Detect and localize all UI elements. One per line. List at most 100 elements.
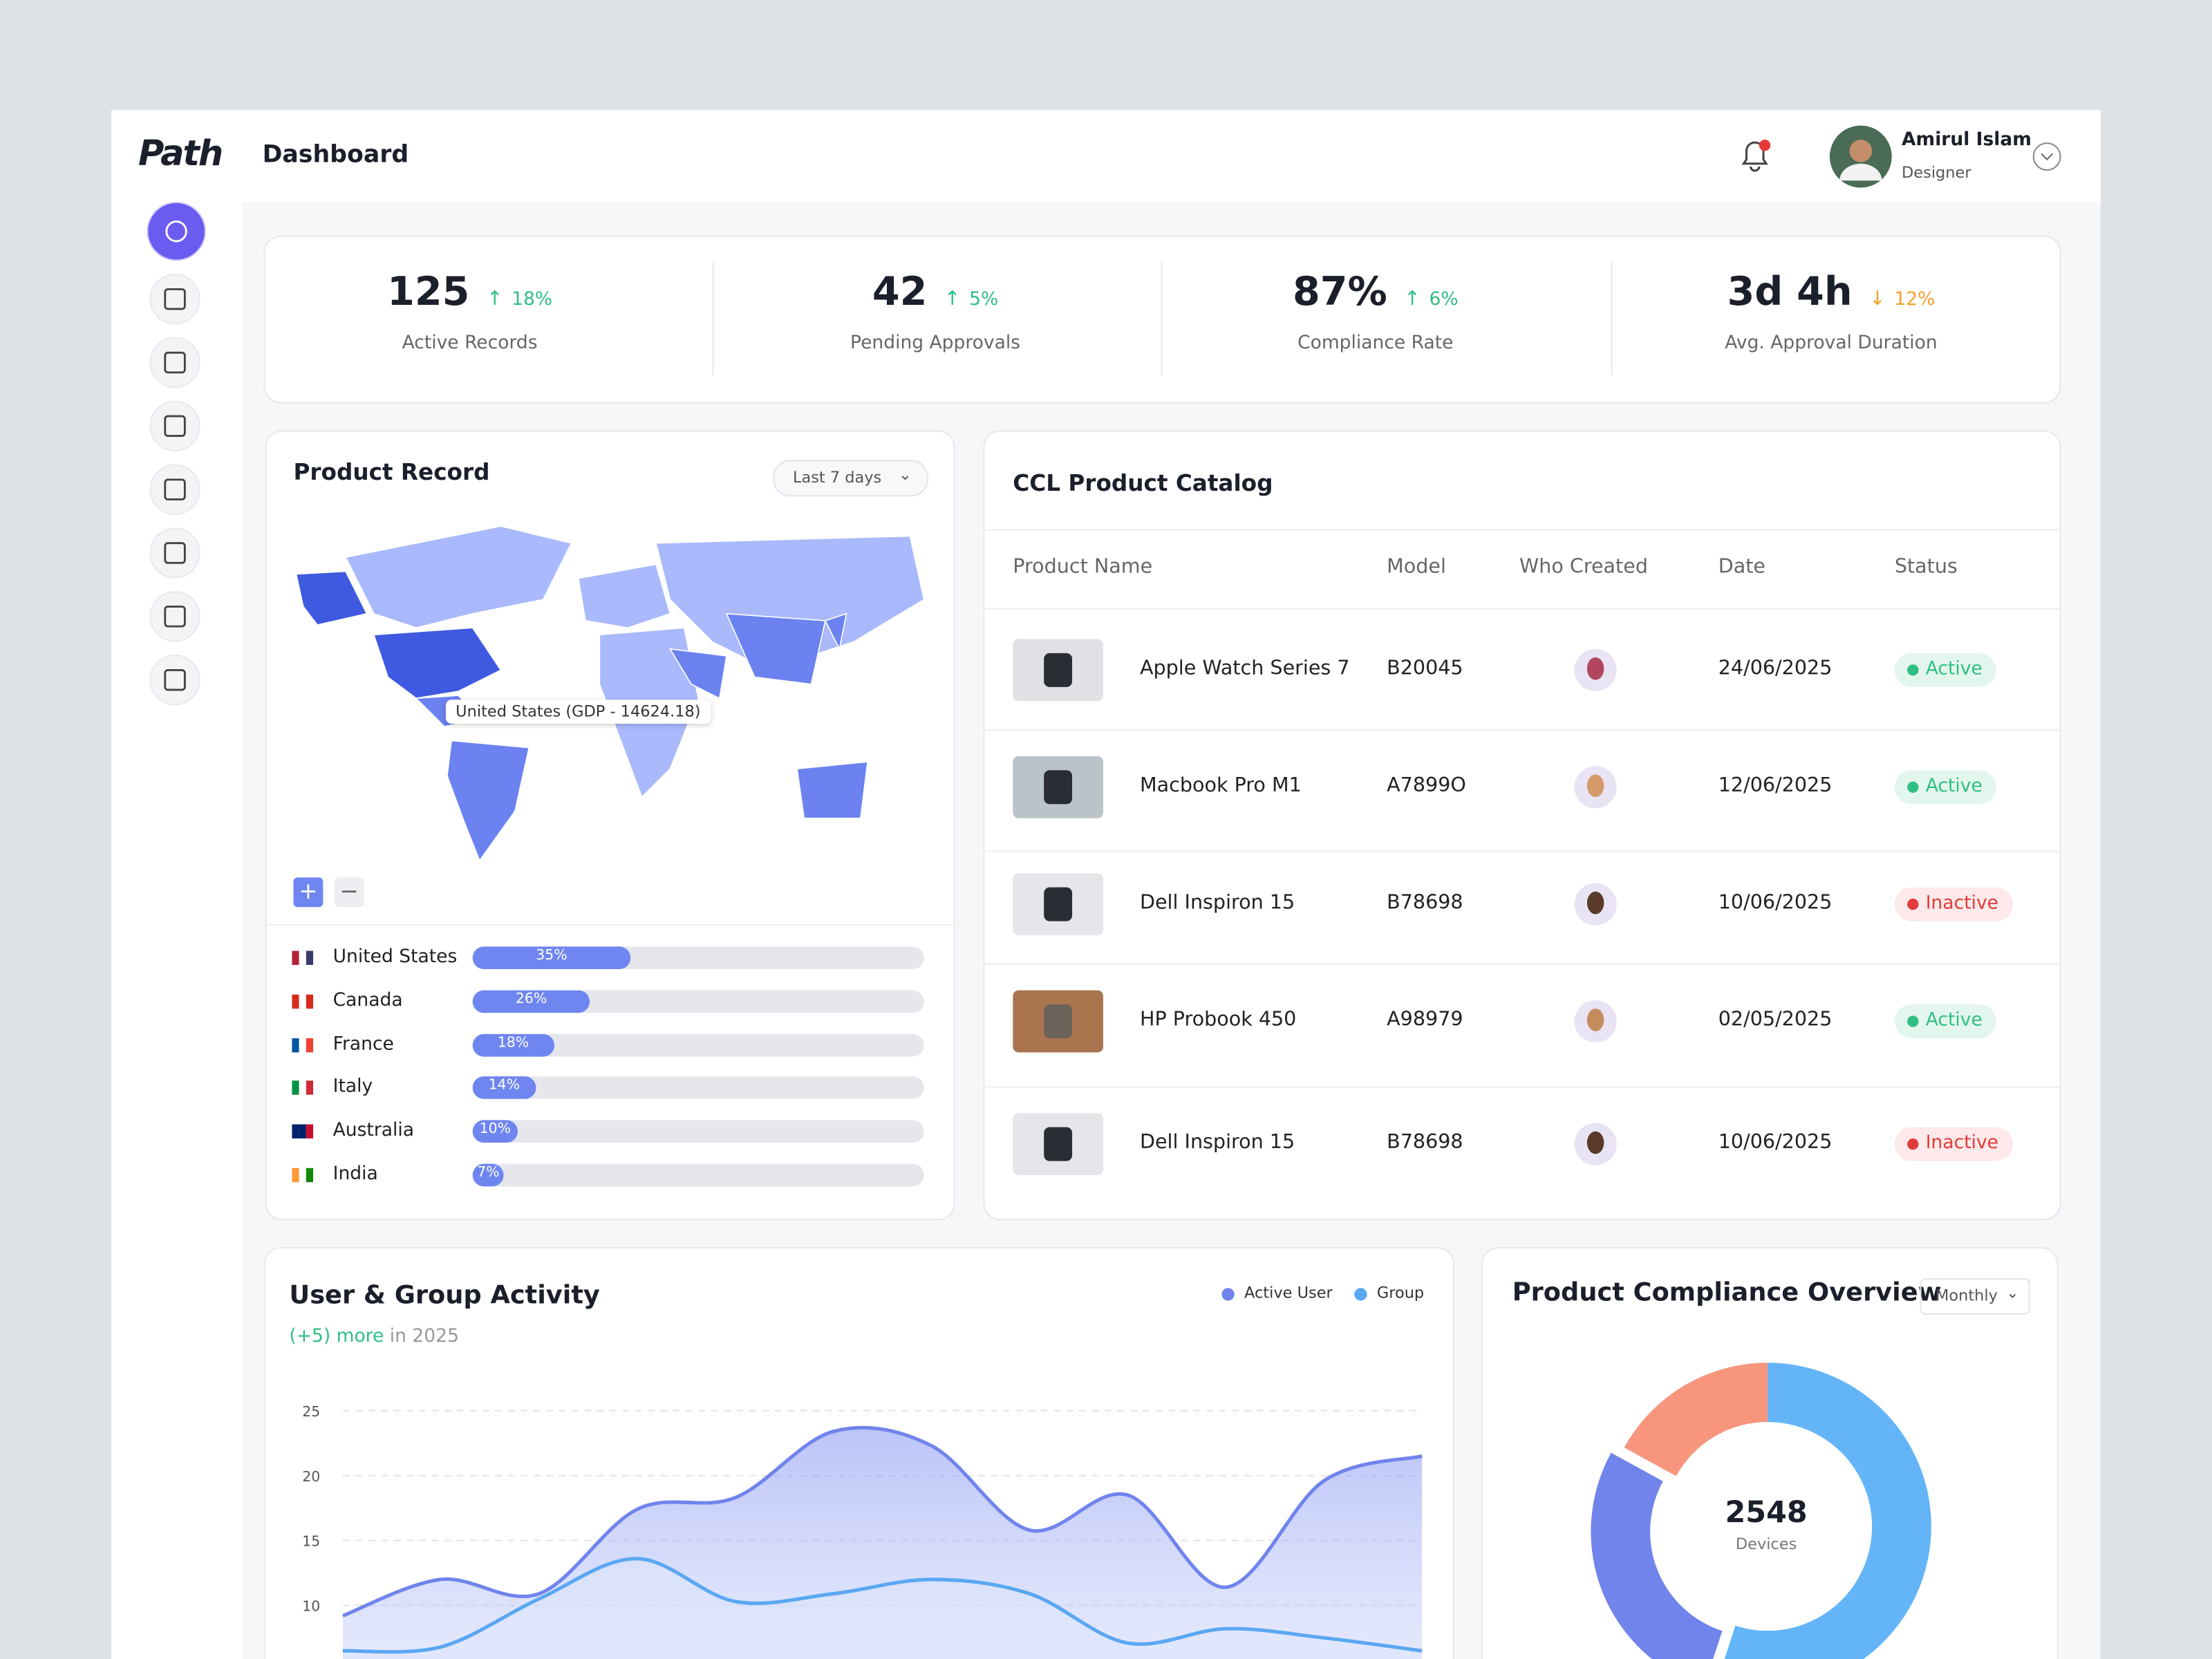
trend-arrow: ↑ — [486, 288, 503, 310]
flag — [292, 994, 314, 1009]
user-avatar[interactable] — [1828, 124, 1893, 189]
country-name: Australia — [332, 1120, 415, 1142]
row-rule — [983, 850, 2060, 852]
nav-bg — [147, 201, 206, 261]
legend-dot — [1354, 1288, 1367, 1301]
product-model: A98979 — [1387, 1009, 1463, 1031]
product-name: Dell Inspiron 15 — [1139, 891, 1295, 915]
period-filter[interactable]: Monthly ⌄ — [1920, 1277, 2030, 1315]
flag-stripe — [299, 1081, 306, 1096]
user-role: Designer — [1902, 163, 1971, 182]
donut-total: 2548 — [1725, 1495, 1808, 1530]
product-model: B78698 — [1387, 1131, 1463, 1154]
stat-label: Compliance Rate — [1297, 332, 1454, 355]
status-pill: Active — [1894, 770, 1997, 805]
stat: 87% ↑ 6% Compliance Rate — [1164, 268, 1587, 367]
status-dot — [1907, 899, 1919, 910]
y-tick-label: 10 — [302, 1598, 320, 1615]
flag-stripe — [292, 1081, 299, 1096]
stat-value-row: 125 ↑ 18% — [258, 268, 681, 315]
status-pill: Active — [1894, 1004, 1997, 1039]
user-name: Amirul Islam — [1902, 129, 2032, 151]
notification-bell[interactable] — [1732, 133, 1777, 178]
thumbnail-device — [1044, 770, 1073, 805]
table-rule — [983, 608, 2060, 610]
table-rule — [983, 529, 2060, 531]
product-model: A7899O — [1387, 774, 1466, 798]
stat-label: Avg. Approval Duration — [1725, 332, 1938, 355]
stat-change: 5% — [969, 289, 999, 310]
zoom-in[interactable]: + — [293, 877, 324, 908]
bar: 18% — [472, 1033, 554, 1056]
legend-label: Group — [1376, 1284, 1425, 1302]
status-dot — [1907, 664, 1919, 676]
product-name: HP Probook 450 — [1139, 1009, 1297, 1031]
subtitle-highlight: (+5) more — [289, 1326, 384, 1347]
flag-stripe — [292, 1038, 299, 1052]
flag-stripe — [292, 950, 299, 965]
status-label: Active — [1925, 659, 1983, 680]
stat-change: 12% — [1894, 289, 1936, 310]
bar-label: 10% — [479, 1121, 511, 1138]
user-menu-toggle[interactable] — [2032, 141, 2063, 172]
product-date: 10/06/2025 — [1718, 1131, 1833, 1154]
creator-avatar — [1574, 1000, 1617, 1043]
range-filter[interactable]: Last 7 days ⌄ — [773, 460, 928, 497]
nav-item[interactable] — [149, 527, 200, 579]
legend-label: Active User — [1244, 1284, 1333, 1302]
creator-avatar — [1574, 883, 1617, 926]
status-label: Active — [1925, 1010, 1983, 1031]
zoom-out[interactable]: − — [334, 877, 364, 908]
status-pill: Inactive — [1894, 887, 2013, 921]
row-rule — [983, 1086, 2060, 1088]
thumbnail-device — [1044, 1004, 1073, 1039]
bar-label: 18% — [497, 1035, 529, 1051]
legend-dot — [1221, 1288, 1235, 1301]
card-title: Product Compliance Overview — [1512, 1277, 1942, 1308]
avatar-face — [1586, 774, 1604, 798]
stat-value: 125 — [387, 268, 470, 315]
flag-stripe — [299, 1124, 306, 1139]
column-header: Who Created — [1519, 556, 1648, 579]
stat-divider — [1611, 262, 1613, 375]
country-name: France — [332, 1033, 394, 1055]
nav-item[interactable] — [149, 273, 200, 325]
top-bar — [111, 110, 2101, 202]
product-date: 02/05/2025 — [1718, 1009, 1833, 1031]
bar-label: 35% — [536, 948, 568, 964]
creator-avatar — [1574, 648, 1617, 691]
nav-item[interactable] — [149, 654, 200, 706]
nav-item[interactable] — [147, 201, 206, 261]
nav-item[interactable] — [149, 591, 200, 642]
flag — [292, 1038, 314, 1052]
nav-glyph — [164, 606, 186, 628]
status-dot — [1907, 781, 1919, 793]
nav-glyph — [164, 351, 186, 374]
nav-item[interactable] — [149, 400, 200, 452]
status-label: Active — [1925, 776, 1983, 798]
nav-item[interactable] — [149, 337, 200, 388]
brand-logo[interactable]: Path — [138, 132, 223, 174]
bar: 35% — [472, 946, 631, 970]
bar-track — [472, 1076, 924, 1100]
column-header: Date — [1718, 556, 1766, 579]
stat: 42 ↑ 5% Pending Approvals — [724, 268, 1147, 367]
nav-bg — [149, 400, 200, 452]
avatar-face — [1586, 1131, 1604, 1154]
country-name: United States — [332, 946, 458, 968]
stat-label: Pending Approvals — [850, 332, 1021, 355]
flag-stripe — [306, 1168, 314, 1183]
status-dot — [1907, 1138, 1919, 1150]
nav-item[interactable] — [149, 464, 200, 515]
flag-stripe — [292, 1168, 299, 1183]
thumbnail-device — [1044, 887, 1073, 921]
product-thumbnail — [1013, 639, 1103, 702]
stat: 125 ↑ 18% Active Records — [258, 268, 681, 367]
row-rule — [983, 729, 2060, 731]
creator-avatar — [1574, 1123, 1617, 1165]
avatar-face — [1586, 891, 1604, 915]
stat-divider — [712, 262, 714, 375]
flag-stripe — [292, 1124, 299, 1139]
bar-track — [472, 1120, 924, 1143]
